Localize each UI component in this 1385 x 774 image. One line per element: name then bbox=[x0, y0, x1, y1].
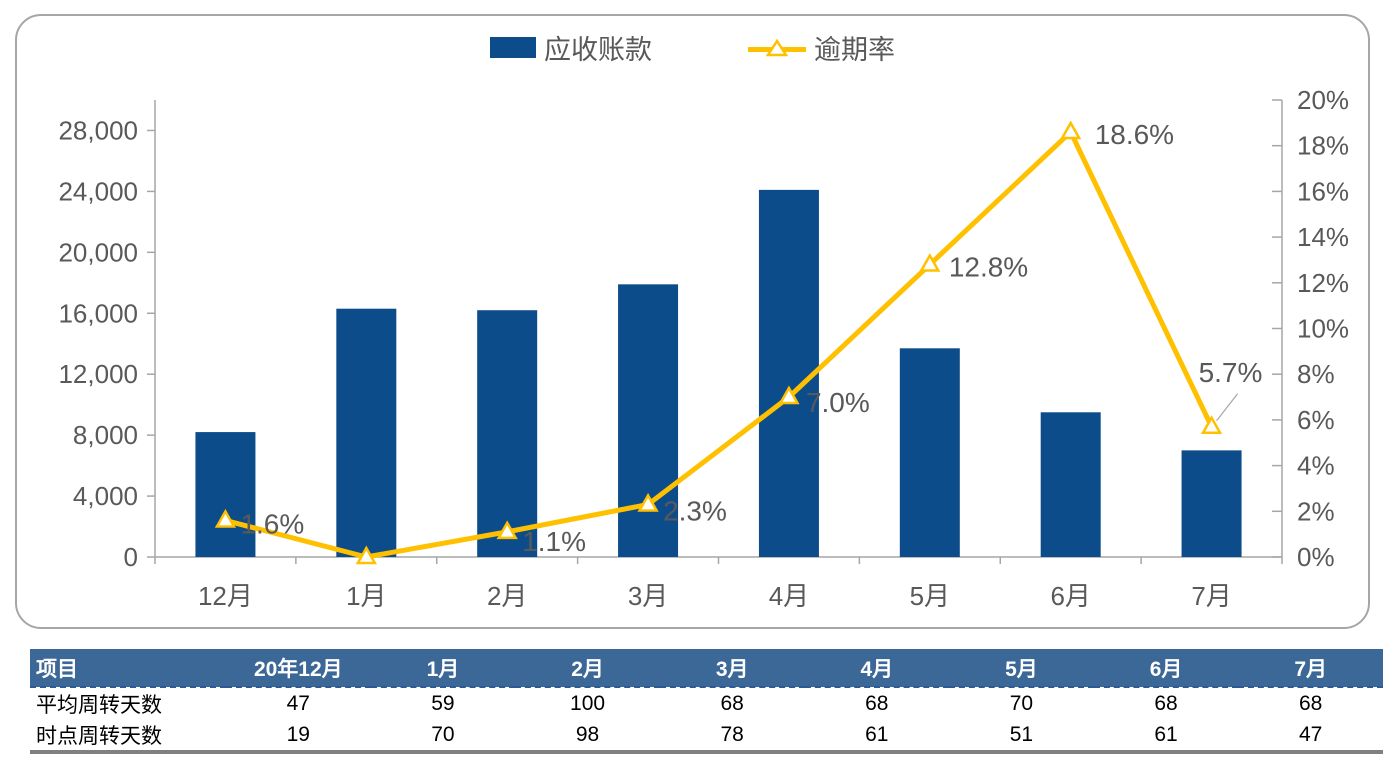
bar-1月 bbox=[336, 308, 397, 557]
combo-chart: 0 4,000 8,000 12,000 16,000 20,000 24,000 28,00… bbox=[58, 85, 1349, 611]
x-axis-category-label: 4月 bbox=[769, 581, 809, 611]
value-cell: 19 bbox=[226, 719, 371, 754]
x-axis-category-label: 5月 bbox=[910, 581, 950, 611]
value-cell: 68 bbox=[1093, 686, 1239, 719]
table-header-cell: 4月 bbox=[804, 649, 950, 687]
x-axis-category-label: 1月 bbox=[346, 581, 386, 611]
legend-item-receivables: 应收账款 bbox=[490, 28, 652, 67]
row-label-cell: 平均周转天数 bbox=[30, 686, 226, 719]
table-header-row: 项目 20年12月 1月 2月 3月 4月 5月 6月 7月 bbox=[30, 649, 1383, 687]
table-header-cell: 1月 bbox=[370, 649, 516, 687]
table-row: 平均周转天数 47 59 100 68 68 70 68 68 bbox=[30, 686, 1383, 719]
line-series-marker-icon bbox=[748, 38, 806, 58]
line-marker-1月 bbox=[355, 545, 377, 565]
table-header-cell: 3月 bbox=[659, 649, 805, 687]
value-cell: 47 bbox=[1238, 719, 1383, 754]
bar-6月 bbox=[1040, 412, 1101, 557]
data-label-3月: 2.3% bbox=[663, 495, 727, 526]
left-axis-tick-label: 20,000 bbox=[58, 237, 138, 267]
x-axis-category-label: 7月 bbox=[1191, 581, 1231, 611]
line-marker-6月 bbox=[1060, 120, 1082, 140]
value-cell: 78 bbox=[659, 719, 805, 754]
table-header-cell: 5月 bbox=[949, 649, 1094, 687]
right-axis-tick-label: 14% bbox=[1297, 222, 1349, 252]
line-marker-12月 bbox=[214, 508, 237, 528]
line-marker-7月 bbox=[1200, 415, 1223, 435]
line-marker-2月 bbox=[496, 520, 518, 540]
value-cell: 68 bbox=[659, 686, 805, 719]
value-cell: 98 bbox=[515, 719, 660, 754]
value-cell: 61 bbox=[1093, 719, 1239, 754]
legend-label-overdue-rate: 逾期率 bbox=[814, 35, 895, 65]
data-label-5月: 12.8% bbox=[949, 252, 1028, 283]
chart-legend: 应收账款 逾期率 bbox=[0, 28, 1385, 67]
table-header-cell: 20年12月 bbox=[226, 649, 371, 687]
data-label-6月: 18.6% bbox=[1095, 119, 1174, 150]
x-axis-category-label: 2月 bbox=[487, 581, 527, 611]
bar-12月 bbox=[195, 432, 256, 557]
table-header-cell: 项目 bbox=[30, 649, 226, 687]
legend-label-receivables: 应收账款 bbox=[544, 35, 652, 65]
data-label-12月: 1.6% bbox=[240, 508, 304, 539]
value-cell: 100 bbox=[515, 686, 660, 719]
left-axis-tick-label: 24,000 bbox=[58, 176, 138, 206]
value-cell: 70 bbox=[949, 686, 1094, 719]
table-header-cell: 2月 bbox=[515, 649, 660, 687]
left-axis-tick-label: 8,000 bbox=[73, 420, 138, 450]
overdue-rate-line bbox=[222, 129, 1215, 560]
value-cell: 61 bbox=[804, 719, 950, 754]
value-cell: 68 bbox=[804, 686, 950, 719]
x-axis-category-label: 12月 bbox=[198, 581, 253, 611]
line-marker-5月 bbox=[919, 252, 941, 272]
left-axis-tick-label: 0 bbox=[124, 542, 138, 572]
right-axis-tick-label: 10% bbox=[1297, 314, 1349, 344]
bar-2月 bbox=[477, 310, 538, 557]
data-label-leader-line bbox=[1216, 393, 1239, 422]
x-axis-category-label: 3月 bbox=[628, 581, 668, 611]
table-header-cell: 7月 bbox=[1238, 649, 1383, 687]
bar-5月 bbox=[899, 348, 960, 557]
right-axis-tick-label: 8% bbox=[1297, 359, 1335, 389]
value-cell: 59 bbox=[370, 686, 516, 719]
left-axis-tick-label: 12,000 bbox=[58, 359, 138, 389]
value-cell: 51 bbox=[949, 719, 1094, 754]
table-header-cell: 6月 bbox=[1093, 649, 1239, 687]
left-axis-tick-label: 16,000 bbox=[58, 298, 138, 328]
line-marker-3月 bbox=[637, 492, 659, 512]
data-label-2月: 1.1% bbox=[522, 526, 586, 557]
left-axis-tick-label: 4,000 bbox=[73, 481, 138, 511]
right-axis-tick-label: 16% bbox=[1297, 176, 1349, 206]
right-axis-tick-label: 18% bbox=[1297, 131, 1349, 161]
value-cell: 68 bbox=[1238, 686, 1383, 719]
right-axis-tick-label: 6% bbox=[1297, 405, 1335, 435]
bar-4月 bbox=[758, 189, 819, 558]
data-label-4月: 7.0% bbox=[806, 387, 870, 418]
table-row: 时点周转天数 19 70 98 78 61 51 61 47 bbox=[30, 719, 1383, 754]
left-axis-tick-label: 28,000 bbox=[58, 115, 138, 145]
data-label-7月: 5.7% bbox=[1199, 357, 1263, 388]
right-axis-tick-label: 12% bbox=[1297, 268, 1349, 298]
right-axis-tick-label: 4% bbox=[1297, 451, 1335, 481]
line-marker-4月 bbox=[778, 385, 800, 405]
value-cell: 70 bbox=[370, 719, 516, 754]
turnover-days-table: 项目 20年12月 1月 2月 3月 4月 5月 6月 7月 平均周转天数 47 59 100 68 68… bbox=[30, 649, 1383, 754]
legend-item-overdue-rate: 逾期率 bbox=[748, 28, 895, 67]
row-label-cell: 时点周转天数 bbox=[30, 719, 226, 754]
bar-7月 bbox=[1181, 450, 1242, 557]
bar-series-swatch-icon bbox=[490, 37, 536, 58]
x-axis-category-label: 6月 bbox=[1050, 581, 1090, 611]
right-axis-tick-label: 2% bbox=[1297, 496, 1335, 526]
right-axis-tick-label: 0% bbox=[1297, 542, 1335, 572]
right-axis-tick-label: 20% bbox=[1297, 85, 1349, 115]
value-cell: 47 bbox=[226, 686, 371, 719]
